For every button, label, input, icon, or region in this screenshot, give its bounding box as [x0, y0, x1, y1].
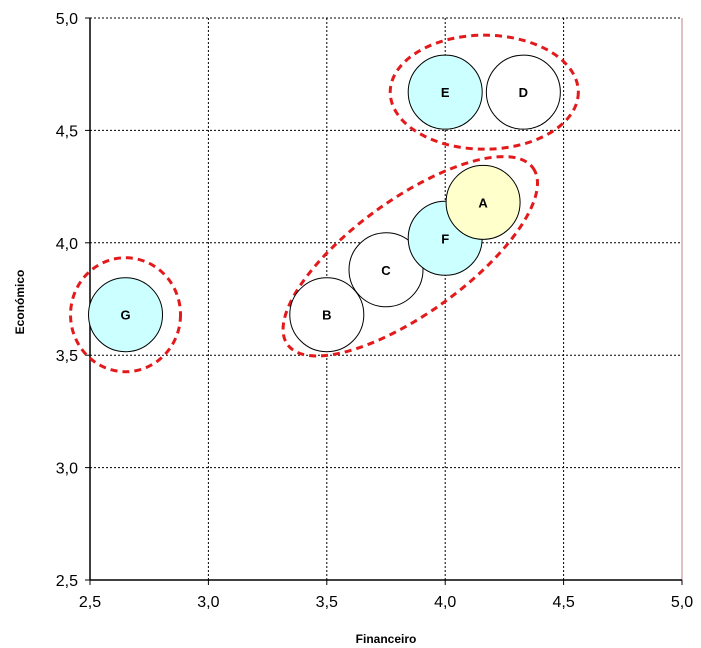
bubble-e: E	[407, 54, 483, 130]
bubble-circle	[485, 54, 561, 130]
bubble-label: D	[519, 85, 528, 100]
y-tick-label: 4,5	[56, 123, 78, 140]
x-tick-label: 5,0	[671, 594, 693, 611]
tick-labels: 2,5 3,0 3,5 4,0 4,5 5,0 2,5 3,0 3,5 4,0 4,5 5,0	[56, 11, 693, 611]
cluster-outlines	[69, 33, 580, 374]
y-tick-label: 3,5	[56, 348, 78, 365]
y-tick-label: 4,0	[56, 236, 78, 253]
bubble-label: F	[441, 231, 449, 246]
bubble-circle	[289, 277, 365, 353]
bubble-label: C	[381, 263, 391, 278]
x-tick-label: 3,5	[316, 594, 338, 611]
bubble-c: C	[348, 232, 424, 308]
x-tick-label: 4,5	[552, 594, 574, 611]
y-tick-label: 3,0	[56, 461, 78, 478]
cluster-outline	[69, 256, 183, 374]
x-tick-label: 3,0	[197, 594, 219, 611]
bubble-label: G	[120, 308, 130, 323]
y-tick-label: 5,0	[56, 11, 78, 28]
cluster-outline	[388, 33, 580, 151]
bubble-circle	[348, 232, 424, 308]
bubble-circle	[445, 164, 521, 240]
axes	[85, 17, 683, 585]
bubble-d: D	[485, 54, 561, 130]
x-tick-label: 4,0	[434, 594, 456, 611]
y-tick-label: 2,5	[56, 573, 78, 590]
x-tick-label: 2,5	[79, 594, 101, 611]
cluster-outline	[281, 155, 539, 358]
bubble-b: B	[289, 277, 365, 353]
bubble-g: G	[88, 277, 164, 353]
y-axis-title: Económico	[13, 270, 27, 335]
bubble-circle	[88, 277, 164, 353]
bubble-a: A	[445, 164, 521, 240]
bubble-label: A	[478, 195, 488, 210]
bubble-label: E	[441, 85, 450, 100]
bubbles: G B C F A E D	[88, 54, 561, 353]
bubble-circle	[407, 54, 483, 130]
bubble-label: B	[322, 308, 331, 323]
x-axis-title: Financeiro	[356, 632, 417, 646]
